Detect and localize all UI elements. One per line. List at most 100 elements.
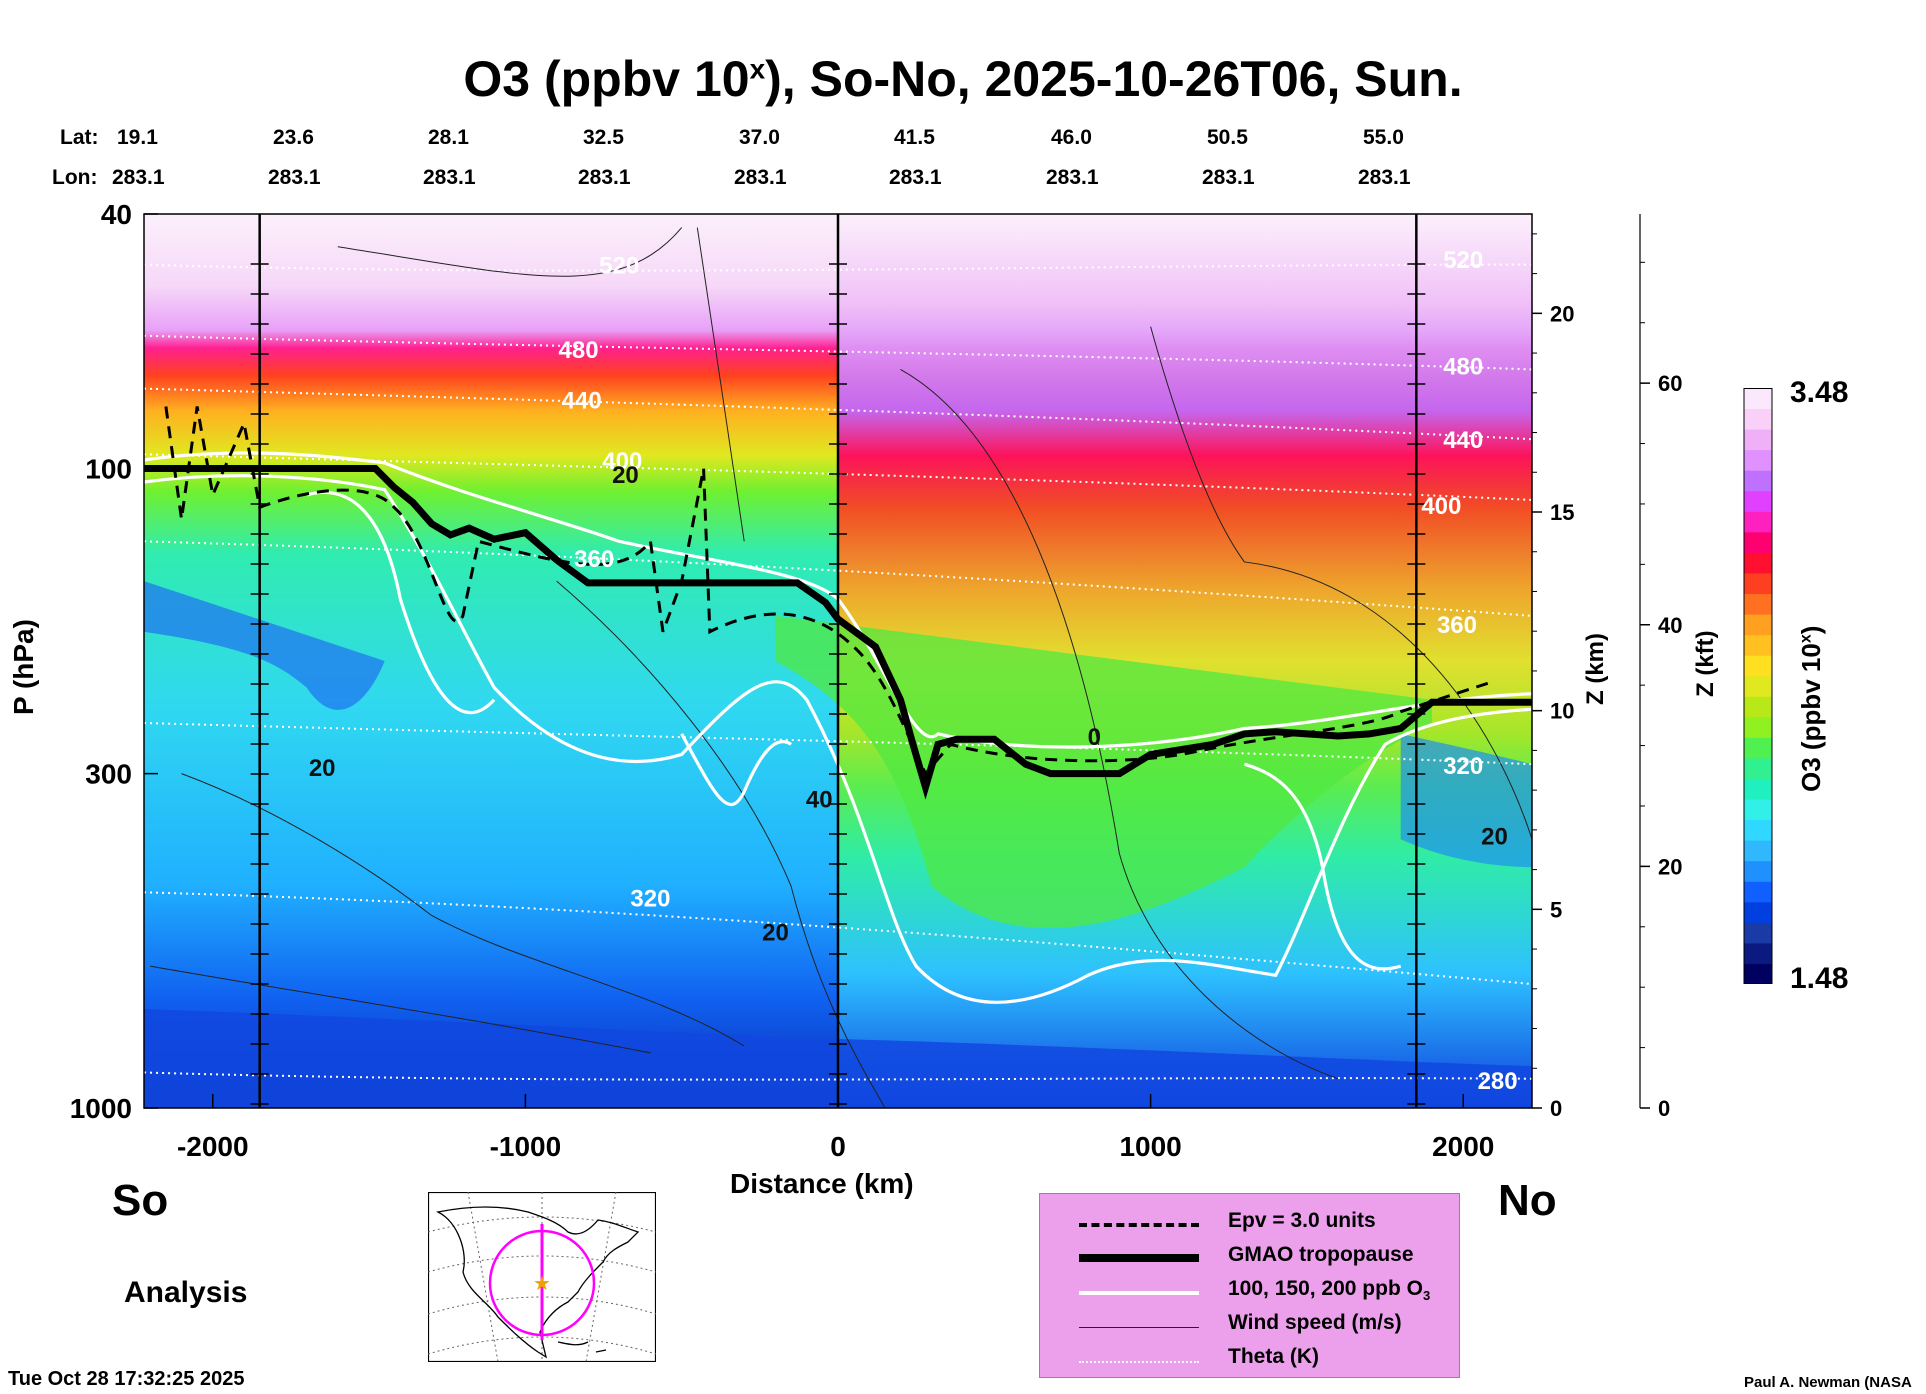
y-tick-label: 1000 (70, 1093, 132, 1124)
chart-title: O3 (ppbv 10x), So-No, 2025-10-26T06, Sun… (463, 51, 1463, 107)
lon-value: 283.1 (423, 166, 476, 189)
inset-islands (557, 1341, 607, 1353)
lon-label: Lon: (52, 166, 98, 189)
colorbar-swatch (1744, 901, 1772, 923)
lat-value: 55.0 (1363, 126, 1404, 149)
z-km-axis-title: Z (km) (1582, 633, 1609, 705)
theta-label: 320 (630, 886, 670, 913)
colorbar-swatch (1744, 634, 1772, 656)
lon-value: 283.1 (268, 166, 321, 189)
colorbar-max-label: 3.48 (1790, 376, 1849, 409)
colorbar-swatch (1744, 675, 1772, 697)
legend-row-epv: Epv = 3.0 units (1040, 1207, 1459, 1241)
o3-contour-0 (144, 451, 1532, 749)
legend: Epv = 3.0 units GMAO tropopause 100, 150… (1039, 1193, 1460, 1378)
colorbar-swatch (1744, 757, 1772, 779)
lon-value: 283.1 (1358, 166, 1411, 189)
legend-theta-text: Theta (K) (1228, 1345, 1319, 1368)
z-km-tick-label: 20 (1550, 301, 1574, 326)
theta-contour-4 (144, 540, 1532, 617)
colorbar-swatch (1744, 778, 1772, 800)
z-kft-tick-label: 20 (1658, 854, 1682, 879)
colorbar-swatch (1744, 593, 1772, 615)
lon-value: 283.1 (1046, 166, 1099, 189)
lat-value: 19.1 (117, 126, 158, 149)
colorbar-swatch (1744, 490, 1772, 512)
legend-o3-text: 100, 150, 200 ppb O3 (1228, 1277, 1431, 1304)
theta-label: 480 (1443, 353, 1483, 380)
inset-map: ★ (428, 1192, 656, 1362)
legend-row-theta: Theta (K) (1040, 1343, 1459, 1377)
legend-wind-text: Wind speed (m/s) (1228, 1311, 1402, 1334)
lon-value: 283.1 (112, 166, 165, 189)
wind-label: 20 (762, 920, 789, 947)
wind-label: 20 (1481, 824, 1508, 851)
north-label: No (1498, 1176, 1557, 1225)
colorbar-title: O3 (ppbv 10x) (1796, 625, 1826, 792)
ozone-field-north-cyan (1400, 733, 1532, 868)
theta-contour-6 (144, 891, 1532, 986)
theta-contour-7 (144, 1071, 1532, 1081)
legend-tropopause-line (1079, 1254, 1199, 1262)
colorbar-swatch (1744, 799, 1772, 821)
legend-row-tropopause: GMAO tropopause (1040, 1241, 1459, 1275)
wind-contour-4 (337, 227, 683, 277)
colorbar (1743, 388, 1773, 984)
colorbar-swatch (1744, 470, 1772, 492)
colorbar-swatch (1744, 881, 1772, 903)
legend-theta-line (1079, 1361, 1199, 1363)
colorbar-swatch (1744, 429, 1772, 451)
z-kft-axis-title: Z (kft) (1692, 630, 1719, 697)
legend-tropopause-text: GMAO tropopause (1228, 1243, 1414, 1266)
wind-contour-5 (696, 227, 745, 542)
author-credit: Paul A. Newman (NASA (1744, 1374, 1912, 1391)
lon-value: 283.1 (1202, 166, 1255, 189)
theta-contour-1 (144, 334, 1532, 371)
colorbar-swatch (1744, 819, 1772, 841)
plot-area: 520 5204804804404404004003603603203202802… (144, 214, 1532, 1108)
lon-value: 283.1 (889, 166, 942, 189)
x-axis-title: Distance (km) (730, 1168, 914, 1199)
lat-value: 46.0 (1051, 126, 1092, 149)
theta-label: 280 (1478, 1068, 1518, 1095)
x-tick-label: 1000 (1119, 1131, 1181, 1162)
wind-contour-6 (150, 965, 651, 1054)
z-km-tick-label: 0 (1550, 1096, 1562, 1121)
wind-contour-2 (900, 368, 1339, 1080)
theta-label: 320 (1443, 753, 1483, 780)
theta-label: 400 (1421, 493, 1461, 520)
colorbar-swatch (1744, 860, 1772, 882)
y-axis-title: P (hPa) (8, 619, 39, 715)
lat-label: Lat: (60, 126, 99, 149)
o3-contour-1 (144, 474, 1532, 1004)
lat-value: 23.6 (273, 126, 314, 149)
wind-label: 40 (806, 786, 833, 813)
colorbar-swatch (1744, 696, 1772, 718)
z-km-tick-label: 15 (1550, 500, 1574, 525)
wind-label: 20 (612, 462, 639, 489)
theta-label: 440 (562, 387, 602, 414)
x-tick-label: 0 (830, 1131, 846, 1162)
y-tick-label: 40 (101, 199, 132, 230)
colorbar-min-label: 1.48 (1790, 962, 1849, 995)
theta-contour-0 (144, 263, 1532, 272)
z-kft-tick-label: 40 (1658, 613, 1682, 638)
wind-contour-0 (181, 773, 745, 1047)
colorbar-swatch (1744, 942, 1772, 964)
theta-contour-2 (144, 387, 1532, 441)
colorbar-swatch (1744, 655, 1772, 677)
colorbar-swatch (1744, 511, 1772, 533)
colorbar-swatch (1744, 531, 1772, 553)
z-km-tick-label: 5 (1550, 897, 1562, 922)
theta-label: 400 (602, 448, 642, 475)
wind-label: 20 (309, 755, 336, 782)
epv-contour (164, 406, 1495, 777)
ozone-field-south-low (144, 581, 385, 710)
lon-value: 283.1 (578, 166, 631, 189)
legend-row-o3: 100, 150, 200 ppb O3 (1040, 1275, 1459, 1309)
colorbar-swatch (1744, 716, 1772, 738)
z-km-tick-label: 10 (1550, 699, 1574, 724)
colorbar-swatch (1744, 737, 1772, 759)
south-label: So (112, 1176, 169, 1225)
